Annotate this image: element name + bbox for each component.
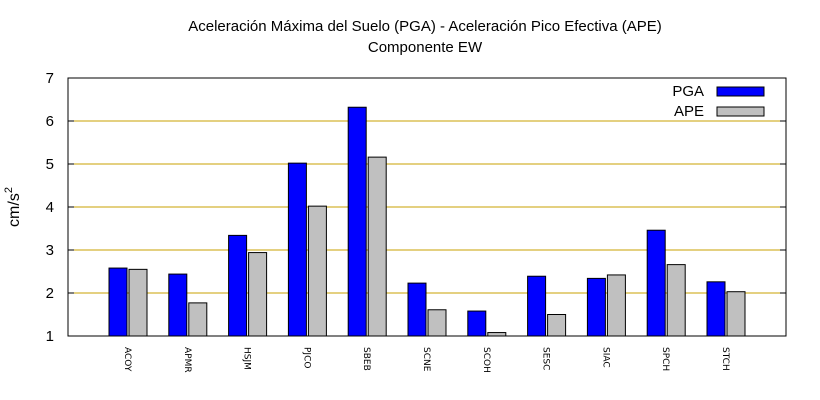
bar-pga-sesc — [527, 275, 547, 337]
y-tick-label: 6 — [46, 113, 54, 130]
x-tick-label-sesc: SESC — [541, 347, 551, 370]
legend-swatch-pga — [716, 86, 765, 97]
bar-ape-scoh — [487, 332, 507, 337]
bar-ape-sbeb — [367, 156, 387, 337]
chart-title-line2: Componente EW — [368, 39, 483, 56]
legend: PGA APE — [672, 83, 765, 120]
x-tick-label-spch: SPCH — [660, 347, 670, 371]
bar-pga-scne — [407, 282, 427, 337]
x-tick-label-siac: SIAC — [600, 347, 610, 368]
bar-ape-pjco — [307, 205, 327, 337]
bar-ape-apmr — [188, 302, 208, 337]
y-tick-label: 1 — [46, 328, 54, 345]
bar-ape-scne — [427, 309, 447, 337]
bar-pga-spch — [646, 229, 666, 337]
x-tick-label-pjco: PJCO — [301, 347, 311, 368]
y-tick-label: 5 — [46, 156, 54, 173]
bars — [108, 106, 746, 337]
x-tick-label-acoy: ACOY — [122, 347, 132, 372]
bar-ape-spch — [666, 264, 686, 337]
x-tick-label-sbeb: SBEB — [361, 347, 371, 371]
bar-pga-apmr — [168, 273, 188, 337]
legend-swatch-ape — [716, 106, 765, 117]
bar-pga-acoy — [108, 267, 128, 337]
y-axis-label-unit: cm/s — [6, 193, 23, 227]
y-tick-label: 7 — [46, 70, 54, 87]
bar-ape-sesc — [547, 314, 567, 337]
chart-title-line1: Aceleración Máxima del Suelo (PGA) - Ace… — [188, 18, 662, 35]
bar-pga-pjco — [287, 162, 307, 337]
gridlines — [68, 120, 786, 294]
x-axis-ticks: ACOY APMR HSJM PJCO SBEB SCNE SCOH SESC SIAC SPCH… — [122, 347, 730, 373]
bar-ape-siac — [606, 274, 626, 337]
y-tick-label: 4 — [46, 199, 54, 216]
legend-label-ape: APE — [674, 103, 704, 120]
bar-ape-stch — [726, 291, 746, 337]
x-tick-label-scne: SCNE — [421, 347, 431, 372]
x-tick-label-hsjm: HSJM — [242, 347, 252, 370]
legend-label-pga: PGA — [672, 83, 704, 100]
bar-pga-scoh — [467, 310, 487, 337]
y-axis-ticks: 1 2 3 4 5 6 7 — [46, 70, 786, 345]
y-axis-label: cm/s2 — [3, 187, 23, 227]
bar-ape-hsjm — [248, 252, 268, 337]
bar-pga-sbeb — [347, 106, 367, 337]
bar-ape-acoy — [128, 268, 148, 337]
bar-pga-stch — [706, 281, 726, 337]
bar-pga-siac — [586, 277, 606, 337]
y-tick-label: 3 — [46, 242, 54, 259]
x-tick-label-stch: STCH — [720, 347, 730, 371]
y-axis-label-exponent: 2 — [3, 187, 15, 193]
y-tick-label: 2 — [46, 285, 54, 302]
bar-pga-hsjm — [228, 234, 248, 337]
x-tick-label-scoh: SCOH — [481, 347, 491, 373]
x-tick-label-apmr: APMR — [182, 347, 192, 373]
